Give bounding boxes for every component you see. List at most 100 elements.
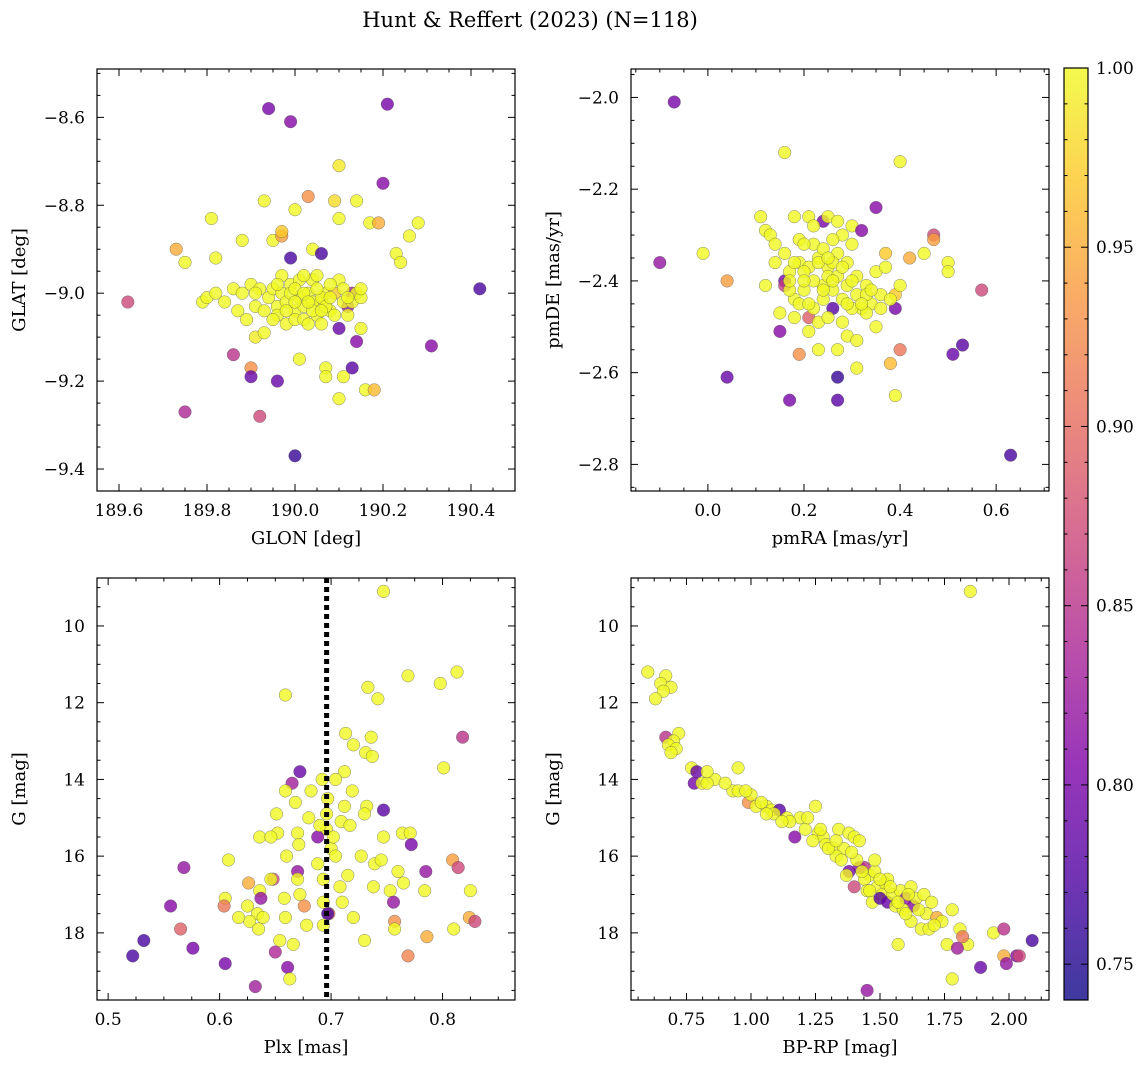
data-point <box>893 278 907 293</box>
data-point <box>240 899 255 913</box>
x-tick-label: 0.5 <box>95 1010 122 1030</box>
data-point <box>839 868 854 882</box>
data-point <box>852 834 866 848</box>
data-point <box>806 834 820 848</box>
colorbar-tick-label: 0.80 <box>1096 776 1134 796</box>
data-point <box>174 922 188 936</box>
data-point <box>778 246 792 260</box>
data-point <box>278 784 292 798</box>
data-point <box>783 393 797 407</box>
y-tick-label: 18 <box>63 924 85 944</box>
data-point <box>775 815 789 829</box>
data-point <box>293 765 307 779</box>
data-point <box>288 295 302 309</box>
data-point <box>311 857 325 871</box>
data-point <box>394 255 408 269</box>
data-point <box>718 776 732 790</box>
data-point <box>311 830 325 844</box>
data-point <box>121 295 135 309</box>
data-point <box>811 343 825 357</box>
data-point <box>1025 933 1039 948</box>
x-tick-label: 1.00 <box>732 1010 770 1030</box>
data-point <box>850 361 864 375</box>
data-point <box>314 317 328 331</box>
data-point <box>218 957 232 971</box>
data-point <box>376 584 391 598</box>
data-point <box>641 665 655 679</box>
y-tick-label: −2.4 <box>578 272 619 292</box>
x-axis-label: pmRA [mas/yr] <box>772 528 909 549</box>
x-tick-label: 1.50 <box>861 1010 899 1030</box>
data-point <box>869 200 883 215</box>
data-point <box>840 297 854 311</box>
data-point <box>956 930 970 944</box>
data-point <box>835 315 849 329</box>
data-point <box>855 223 869 238</box>
data-point <box>720 274 734 288</box>
data-point <box>850 333 864 348</box>
data-point <box>328 772 343 786</box>
data-point <box>468 914 482 928</box>
data-point <box>783 274 797 288</box>
data-point <box>240 313 254 327</box>
data-point <box>945 972 959 986</box>
data-point <box>291 826 305 840</box>
data-point <box>891 937 905 951</box>
data-point <box>835 260 849 274</box>
data-point <box>209 286 223 300</box>
y-tick-label: −8.8 <box>44 196 85 216</box>
y-axis-label: G [mag] <box>543 752 564 825</box>
data-point <box>403 826 417 840</box>
data-point <box>433 676 447 691</box>
data-point <box>253 409 267 423</box>
data-point <box>831 214 845 228</box>
y-tick-label: 10 <box>63 617 85 637</box>
data-point <box>450 665 464 679</box>
data-point <box>235 233 249 247</box>
points-bprp-g <box>641 584 1039 997</box>
data-point <box>792 347 806 361</box>
data-point <box>821 251 835 265</box>
data-point <box>974 960 988 974</box>
data-point <box>302 811 316 825</box>
data-point <box>178 405 192 419</box>
y-tick-label: −9.2 <box>44 372 85 392</box>
data-point <box>367 383 381 397</box>
data-point <box>264 830 278 844</box>
y-tick-label: 10 <box>597 617 619 637</box>
data-point <box>323 277 337 291</box>
x-tick-label: 1.25 <box>797 1010 835 1030</box>
data-point <box>855 864 869 879</box>
data-point <box>221 853 236 867</box>
data-point <box>463 884 477 898</box>
data-point <box>950 941 964 955</box>
data-point <box>372 216 386 230</box>
data-point <box>346 738 360 752</box>
data-point <box>288 449 302 463</box>
data-point <box>855 297 869 311</box>
data-point <box>335 895 349 909</box>
data-point <box>787 256 801 270</box>
data-point <box>310 282 324 296</box>
x-tick-label: 0.8 <box>429 1010 456 1030</box>
data-point <box>396 876 411 890</box>
data-point <box>927 918 941 932</box>
data-point <box>997 922 1011 936</box>
y-tick-label: −9.0 <box>44 284 85 304</box>
y-tick-label: 14 <box>63 770 85 790</box>
data-point <box>262 102 276 116</box>
data-point <box>291 872 305 886</box>
data-point <box>323 291 337 305</box>
x-tick-label: 190.0 <box>271 501 320 521</box>
data-point <box>350 194 364 208</box>
figure-title: Hunt & Reffert (2023) (N=118) <box>362 8 698 32</box>
data-point <box>758 278 773 293</box>
x-axis-label: GLON [deg] <box>251 528 361 549</box>
data-point <box>226 348 240 362</box>
data-point <box>332 159 346 173</box>
data-point <box>999 957 1013 971</box>
data-point <box>834 853 848 867</box>
data-point <box>301 295 315 309</box>
data-point <box>945 903 959 917</box>
data-point <box>350 334 364 349</box>
